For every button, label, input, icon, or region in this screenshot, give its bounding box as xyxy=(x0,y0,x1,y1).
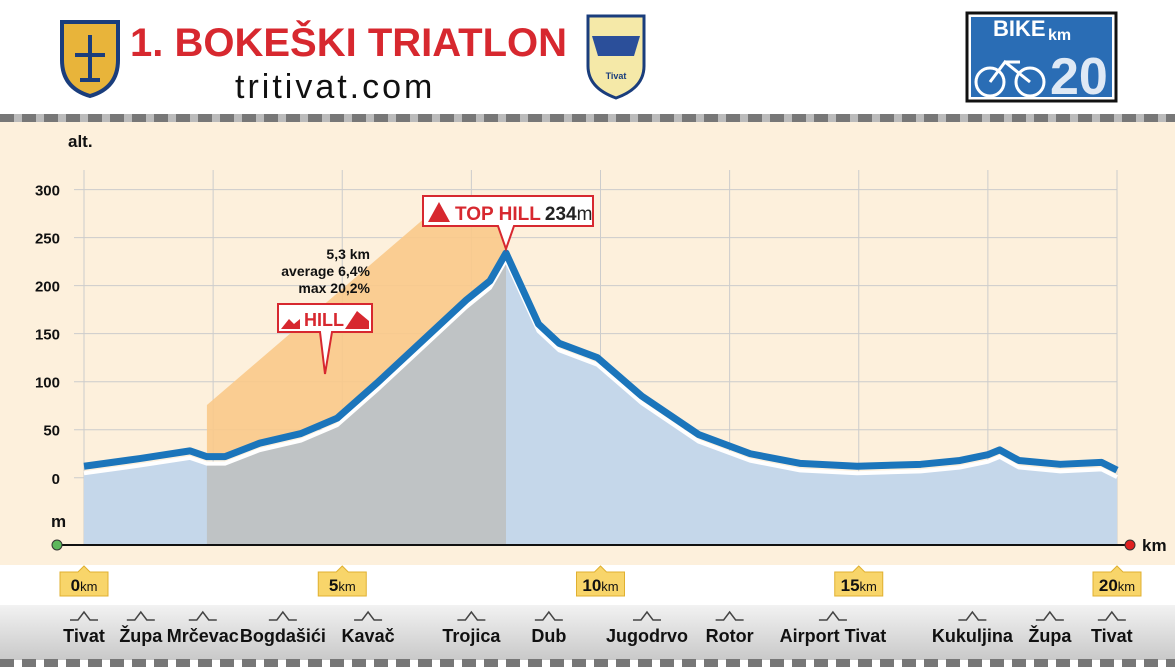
y-tick-label: 100 xyxy=(35,375,60,392)
location-marker xyxy=(457,610,486,621)
profile-line xyxy=(83,249,1119,474)
climb-shade xyxy=(206,259,506,545)
x-axis-label: km xyxy=(1142,536,1167,555)
peak-marker xyxy=(502,250,509,256)
y-tick-label: 300 xyxy=(35,183,60,200)
location-marker xyxy=(70,610,98,621)
title: 1. BOKEŠKI TRIATLON xyxy=(130,19,567,65)
location-marker xyxy=(715,610,744,621)
location-name: Jugodrvo xyxy=(606,626,688,646)
peak-name: TOP HILL xyxy=(455,204,541,225)
y-unit-label: m xyxy=(51,512,66,531)
location-marker xyxy=(188,610,217,621)
badge: BIKE km 20 xyxy=(965,11,1118,106)
x-tick-unit: km xyxy=(1118,579,1135,594)
location-name: Župa xyxy=(119,625,163,646)
y-tick-label: 50 xyxy=(43,423,60,440)
peak-value: 234 xyxy=(545,204,577,225)
x-tick-value: 5 xyxy=(329,576,338,595)
location-name: Mrčevac xyxy=(167,626,239,646)
x-tick-label: 10km xyxy=(582,576,618,595)
location-name: Rotor xyxy=(706,626,754,646)
svg-text:Tivat: Tivat xyxy=(606,71,627,81)
x-tick-label: 0km xyxy=(71,576,98,595)
x-tick-box xyxy=(317,565,367,597)
location-marker xyxy=(268,610,297,621)
y-tick-label: 250 xyxy=(35,231,60,248)
x-tick-label: 15km xyxy=(841,576,877,595)
site: tritivat.com xyxy=(235,68,435,106)
location-name: Bogdašići xyxy=(240,626,326,646)
x-tick-unit: km xyxy=(860,579,877,594)
hill-stat: 5,3 km xyxy=(326,246,370,262)
x-tick-box xyxy=(1092,565,1142,597)
y-tick-label: 200 xyxy=(35,279,60,296)
x-tick-unit: km xyxy=(338,579,355,594)
hill-icon xyxy=(281,311,369,329)
x-tick-unit: km xyxy=(601,579,618,594)
hill-label: HILL xyxy=(304,310,344,330)
location-name: Trojica xyxy=(442,626,501,646)
x-tick-value: 0 xyxy=(71,576,80,595)
peak-unit: m xyxy=(577,204,593,225)
location-name: Airport Tivat xyxy=(780,626,887,646)
x-tick-label: 5km xyxy=(329,576,356,595)
places-band xyxy=(0,605,1175,660)
hill-stat: average 6,4% xyxy=(281,263,370,279)
location-marker xyxy=(958,610,987,621)
x-tick-value: 10 xyxy=(582,576,601,595)
y-tick-label: 0 xyxy=(52,471,60,488)
x-tick-box xyxy=(834,565,884,597)
location-name: Tivat xyxy=(63,626,105,646)
location-name: Kavač xyxy=(342,626,395,646)
stripe xyxy=(0,114,1175,122)
location-marker xyxy=(534,610,563,621)
location-marker xyxy=(818,610,847,621)
location-marker xyxy=(1035,610,1064,621)
x-tick-value: 20 xyxy=(1099,576,1118,595)
badge-sport: BIKE xyxy=(993,16,1046,41)
peak-label: TOP HILL 234m xyxy=(455,204,592,225)
peak-callout xyxy=(422,195,594,253)
location-name: Tivat xyxy=(1091,626,1133,646)
x-tick-box xyxy=(59,565,109,597)
location-name: Dub xyxy=(531,626,566,646)
hill-callout xyxy=(277,303,373,375)
badge-unit: km xyxy=(1048,27,1071,44)
x-tick-label: 20km xyxy=(1099,576,1135,595)
profile-shadow xyxy=(83,255,1118,479)
hill-stat: max 20,2% xyxy=(298,280,370,296)
club-logo xyxy=(60,20,120,99)
axis-end xyxy=(1124,539,1136,551)
axis-start xyxy=(51,539,63,551)
location-marker xyxy=(632,610,661,621)
x-tick-value: 15 xyxy=(841,576,860,595)
y-tick-label: 150 xyxy=(35,327,60,344)
location-marker xyxy=(126,610,155,621)
x-tick-unit: km xyxy=(80,579,97,594)
triathlon-logo: Tivat xyxy=(586,14,646,100)
location-name: Kukuljina xyxy=(932,626,1014,646)
x-tick-box xyxy=(576,565,625,597)
badge-distance: 20 xyxy=(1050,48,1108,106)
location-marker xyxy=(354,610,383,621)
location-name: Župa xyxy=(1028,625,1072,646)
y-axis-label: alt. xyxy=(68,132,93,151)
location-marker xyxy=(1097,610,1126,621)
peak-icon xyxy=(428,202,450,222)
